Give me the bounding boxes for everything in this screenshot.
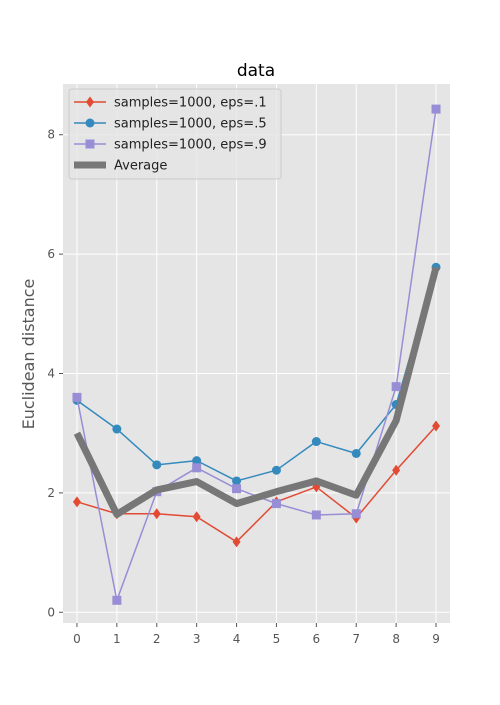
legend-label: samples=1000, eps=.5 xyxy=(114,117,267,132)
legend-label: samples=1000, eps=.1 xyxy=(114,96,267,111)
legend-marker xyxy=(85,118,95,128)
data-point xyxy=(192,511,201,523)
y-axis-label: Euclidean distance xyxy=(19,279,38,430)
data-point xyxy=(271,465,281,475)
x-tick-label: 8 xyxy=(392,632,400,646)
data-point xyxy=(271,499,281,509)
legend-item: samples=1000, eps=.1 xyxy=(74,96,267,111)
series-layer xyxy=(72,104,441,605)
chart-title: data xyxy=(237,61,275,81)
axes: 0 1 2 3 4 5 6 7 8 9 0 2 4 6 8 xyxy=(47,128,439,646)
y-tick-label: 4 xyxy=(47,366,55,380)
x-tick-label: 0 xyxy=(73,632,81,646)
legend-item: samples=1000, eps=.5 xyxy=(74,117,267,132)
x-tick-label: 2 xyxy=(153,632,161,646)
y-tick-label: 8 xyxy=(47,128,55,142)
legend-item: samples=1000, eps=.9 xyxy=(74,138,267,153)
series-line xyxy=(76,267,437,482)
legend: samples=1000, eps=.1 samples=1000, eps=.5… xyxy=(68,88,282,180)
y-tick-label: 2 xyxy=(47,486,55,500)
y-tick-label: 0 xyxy=(47,605,55,619)
data-point xyxy=(72,392,82,402)
x-tick-label: 1 xyxy=(113,632,121,646)
legend-item: Average xyxy=(74,159,167,174)
legend-label: Average xyxy=(114,159,167,174)
data-point xyxy=(351,509,361,519)
x-tick-label: 7 xyxy=(352,632,360,646)
legend-marker xyxy=(85,139,95,149)
data-point xyxy=(351,448,361,458)
series-3 xyxy=(73,266,440,518)
data-point xyxy=(431,104,441,114)
data-point xyxy=(192,463,202,473)
data-point xyxy=(432,420,441,432)
data-point xyxy=(72,496,81,508)
x-tick-label: 9 xyxy=(432,632,440,646)
data-point xyxy=(232,484,242,494)
data-point xyxy=(192,456,202,466)
data-point xyxy=(112,595,122,605)
data-point xyxy=(152,508,161,520)
data-point xyxy=(232,476,242,486)
x-tick-label: 3 xyxy=(193,632,201,646)
y-tick-label: 6 xyxy=(47,247,55,261)
data-point xyxy=(311,437,321,447)
data-point xyxy=(232,536,241,548)
data-point xyxy=(152,460,162,470)
x-tick-label: 5 xyxy=(273,632,281,646)
series-line xyxy=(76,425,437,543)
legend-marker xyxy=(86,96,94,108)
legend-box xyxy=(68,88,282,180)
data-point xyxy=(391,382,401,392)
data-point xyxy=(392,464,401,476)
series-line xyxy=(73,266,440,518)
data-point xyxy=(311,510,321,520)
data-point xyxy=(112,424,122,434)
legend-label: samples=1000, eps=.9 xyxy=(114,138,267,153)
x-tick-label: 4 xyxy=(233,632,241,646)
x-tick-label: 6 xyxy=(313,632,321,646)
